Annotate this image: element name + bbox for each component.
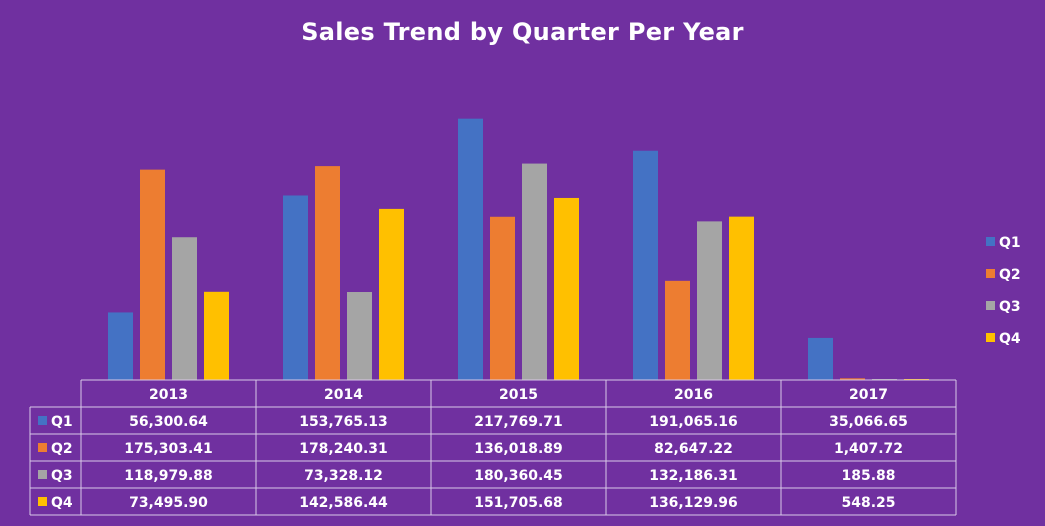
legend-key-q1 [986, 237, 995, 246]
table-cell-q3-2013: 118,979.88 [124, 468, 213, 484]
bar-q1-2017 [808, 337, 833, 380]
bar-q1-2013 [108, 312, 133, 380]
table-cell-q4-2017: 548.25 [841, 495, 895, 511]
bar-q1-2014 [283, 195, 308, 380]
table-cell-q4-2013: 73,495.90 [129, 495, 208, 511]
data-table: 2013 2014 2015 2016 2017 Q1 56,300.64 153,765.1… [29, 379, 957, 516]
bar-q3-2015 [522, 163, 547, 380]
bar-q2-2014 [315, 166, 340, 380]
legend-key-q4 [986, 333, 995, 342]
category-label-2016: 2016 [674, 387, 713, 403]
legend-label-q2: Q2 [999, 267, 1021, 283]
table-cell-q2-2016: 82,647.22 [654, 441, 733, 457]
bar-q1-2016 [633, 150, 658, 380]
table-cell-q3-2015: 180,360.45 [474, 468, 563, 484]
bar-q2-2016 [665, 280, 690, 380]
table-cell-q3-2014: 73,328.12 [304, 468, 383, 484]
bar-q3-2014 [347, 292, 372, 380]
table-series-label-q4: Q4 [51, 495, 73, 511]
table-cell-q1-2017: 35,066.65 [829, 414, 908, 430]
table-cell-q4-2016: 136,129.96 [649, 495, 738, 511]
chart-title: Sales Trend by Quarter Per Year [301, 18, 744, 46]
table-cell-q2-2014: 178,240.31 [299, 441, 388, 457]
category-label-2015: 2015 [499, 387, 538, 403]
bar-q2-2017 [840, 378, 865, 380]
legend-label-q4: Q4 [999, 331, 1021, 347]
table-series-label-q1: Q1 [51, 414, 73, 430]
table-cell-q3-2017: 185.88 [841, 468, 895, 484]
table-key-q2 [38, 443, 47, 452]
category-label-2017: 2017 [849, 387, 888, 403]
table-cell-q1-2014: 153,765.13 [299, 414, 388, 430]
bar-q4-2016 [729, 216, 754, 380]
bar-q2-2015 [490, 216, 515, 380]
table-cell-q2-2017: 1,407.72 [834, 441, 903, 457]
table-cell-q1-2016: 191,065.16 [649, 414, 738, 430]
table-cell-q4-2015: 151,705.68 [474, 495, 563, 511]
bars-layer [108, 118, 929, 381]
bar-q3-2016 [697, 221, 722, 380]
table-cell-q2-2015: 136,018.89 [474, 441, 563, 457]
bar-q4-2015 [554, 197, 579, 380]
table-cell-q4-2014: 142,586.44 [299, 495, 388, 511]
table-cell-q1-2013: 56,300.64 [129, 414, 208, 430]
table-key-q3 [38, 470, 47, 479]
bar-q2-2013 [140, 169, 165, 380]
table-series-label-q3: Q3 [51, 468, 73, 484]
legend-label-q1: Q1 [999, 235, 1021, 251]
table-key-q1 [38, 416, 47, 425]
legend: Q1 Q2 Q3 Q4 [986, 235, 1021, 347]
category-label-2013: 2013 [149, 387, 188, 403]
legend-key-q2 [986, 269, 995, 278]
bar-q4-2013 [204, 291, 229, 380]
table-cell-q2-2013: 175,303.41 [124, 441, 213, 457]
bar-q1-2015 [458, 118, 483, 381]
bar-q3-2013 [172, 237, 197, 380]
table-cell-q3-2016: 132,186.31 [649, 468, 738, 484]
table-cell-q1-2015: 217,769.71 [474, 414, 563, 430]
legend-key-q3 [986, 301, 995, 310]
legend-label-q3: Q3 [999, 299, 1021, 315]
category-label-2014: 2014 [324, 387, 363, 403]
table-series-label-q2: Q2 [51, 441, 73, 457]
table-key-q4 [38, 497, 47, 506]
bar-q4-2014 [379, 208, 404, 380]
